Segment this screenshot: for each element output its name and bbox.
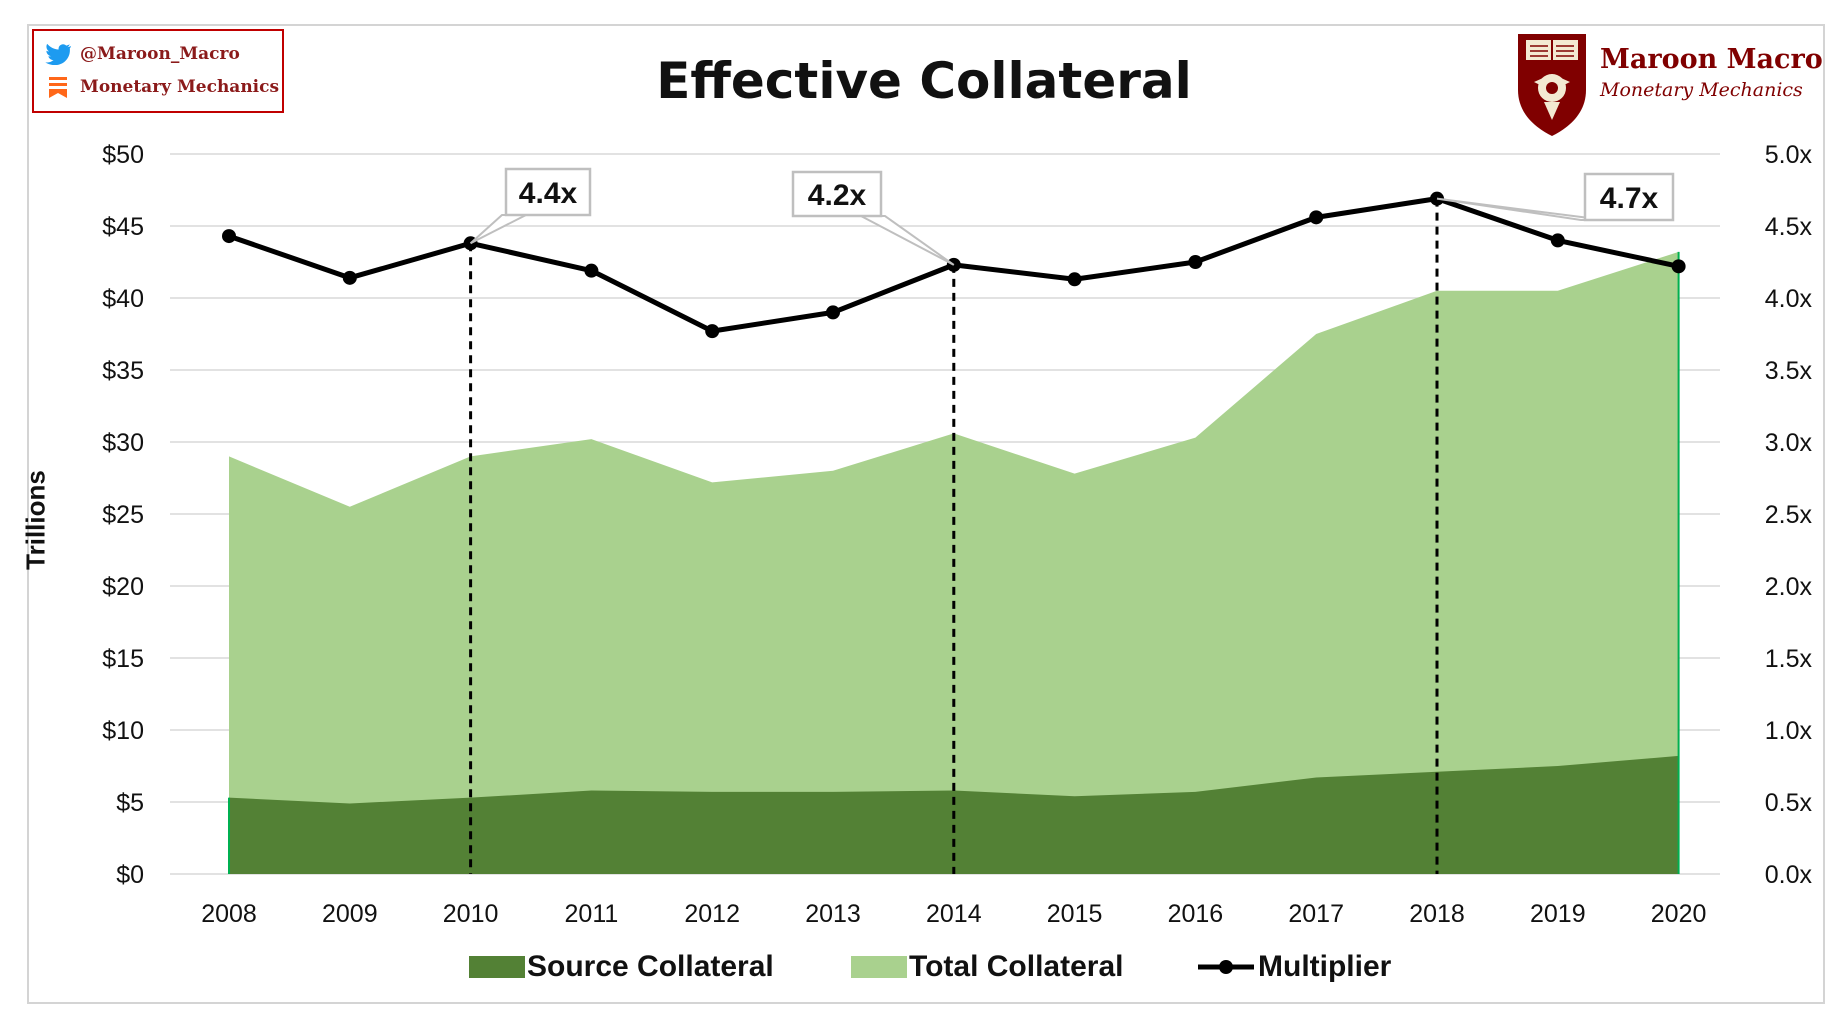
x-tick-label: 2010: [443, 900, 499, 928]
x-tick-label: 2008: [201, 900, 257, 928]
brand-text: Maroon Macro Monetary Mechanics: [1600, 44, 1823, 101]
multiplier-point: [342, 270, 357, 285]
x-tick-label: 2019: [1530, 900, 1586, 928]
y-tick-label: $30: [102, 429, 144, 457]
multiplier-point: [1671, 259, 1686, 274]
twitter-row[interactable]: @Maroon_Macro: [44, 43, 240, 65]
newsletter-name: Monetary Mechanics: [80, 77, 280, 97]
callout-box: [791, 170, 883, 218]
x-tick-label: 2012: [684, 900, 740, 928]
y-tick-label: $25: [102, 501, 144, 529]
legend-item-total-collateral[interactable]: Total Collateral: [851, 950, 1123, 984]
brand-logo: Maroon Macro Monetary Mechanics: [1512, 30, 1832, 140]
twitter-icon: [45, 43, 71, 65]
x-tick-label: 2016: [1168, 900, 1224, 928]
legend-item-source-collateral[interactable]: Source Collateral: [469, 950, 774, 984]
legend-label-source: Source Collateral: [527, 950, 774, 983]
callout-label: 4.4x: [519, 177, 578, 210]
y-tick-label: $40: [102, 285, 144, 313]
social-badge: @Maroon_Macro Monetary Mechanics: [32, 29, 284, 113]
drop-lines: [469, 198, 1439, 874]
y2-tick-label: 1.5x: [1765, 645, 1813, 673]
y-tick-label: $50: [102, 141, 144, 169]
axes: $0 $5 $10 $15 $20 $25 $30 $35 $40 $45 $50 0.0x 0.5x 1…: [102, 141, 1812, 928]
twitter-handle: @Maroon_Macro: [80, 44, 240, 64]
legend-swatch-total: [851, 956, 907, 978]
x-tick-label: 2013: [805, 900, 861, 928]
y2-tick-label: 5.0x: [1765, 141, 1813, 169]
legend-label-multiplier: Multiplier: [1258, 950, 1392, 983]
y-tick-label: $15: [102, 645, 144, 673]
y2-tick-label: 3.0x: [1765, 429, 1813, 457]
callout-box: [504, 167, 592, 217]
y2-tick-label: 4.5x: [1765, 213, 1813, 241]
brand-name: Maroon Macro: [1600, 44, 1823, 75]
y-tick-label: $20: [102, 573, 144, 601]
multiplier-point: [1188, 255, 1203, 269]
multiplier-point: [826, 305, 840, 320]
callouts: 4.4x 4.2x 4.7x: [469, 167, 1675, 266]
y2-tick-label: 2.5x: [1765, 501, 1813, 529]
x-tick-label: 2014: [926, 900, 982, 928]
y2-tick-label: 0.0x: [1765, 861, 1813, 889]
multiplier-point: [584, 263, 599, 278]
chart-title: Effective Collateral: [656, 52, 1192, 110]
multiplier-point: [705, 324, 720, 339]
substack-icon: [49, 77, 67, 98]
legend-label-total: Total Collateral: [909, 950, 1124, 983]
y-tick-label: $0: [116, 861, 144, 889]
y-axis-label: Trillions: [20, 470, 51, 570]
x-tick-label: 2011: [565, 900, 619, 928]
legend-swatch-multiplier: [1198, 960, 1254, 974]
legend-item-multiplier[interactable]: Multiplier: [1196, 950, 1391, 984]
x-tick-label: 2020: [1651, 900, 1707, 928]
y-tick-label: $5: [116, 789, 144, 817]
multiplier-point: [1067, 272, 1082, 287]
x-tick-label: 2009: [322, 900, 378, 928]
chart-frame: [27, 24, 1825, 1004]
multiplier-point: [1309, 210, 1324, 225]
y-tick-label: $45: [102, 213, 144, 241]
brand-subtitle: Monetary Mechanics: [1600, 79, 1803, 101]
x-tick-label: 2015: [1047, 900, 1103, 928]
y-tick-label: $35: [102, 357, 144, 385]
multiplier-point: [222, 229, 236, 244]
x-tick-label: 2018: [1409, 900, 1465, 928]
callout-pointer: [860, 215, 955, 266]
y2-tick-label: 4.0x: [1765, 285, 1813, 313]
legend-swatch-source: [469, 956, 525, 978]
y2-tick-label: 3.5x: [1765, 357, 1813, 385]
callout-label: 4.7x: [1600, 182, 1659, 215]
x-tick-label: 2017: [1288, 900, 1344, 928]
y2-tick-label: 2.0x: [1765, 573, 1813, 601]
y2-tick-label: 0.5x: [1765, 789, 1813, 817]
y2-tick-label: 1.0x: [1765, 717, 1813, 745]
callout-label: 4.2x: [808, 179, 867, 212]
callout-pointer: [469, 214, 527, 245]
newsletter-row[interactable]: Monetary Mechanics: [44, 76, 279, 98]
callout-box: [1583, 172, 1675, 222]
crest-icon: [1518, 34, 1586, 136]
multiplier-point: [1550, 233, 1565, 248]
y-tick-label: $10: [102, 717, 144, 745]
